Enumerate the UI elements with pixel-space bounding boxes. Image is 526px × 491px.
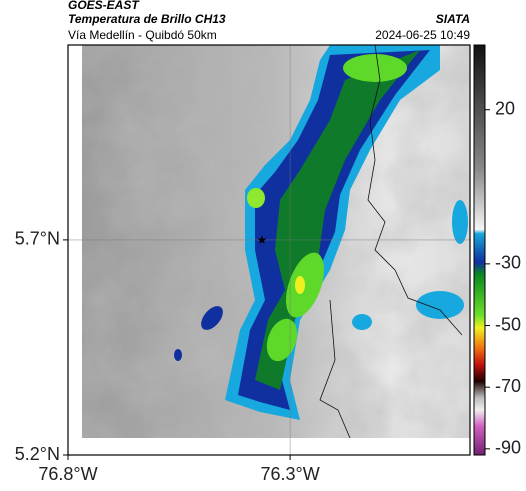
x-tick-label: 76.3°W [260,464,319,484]
subtitle: Temperatura de Brillo CH13 [68,12,226,26]
colorbar-tick-label: -70 [495,376,521,396]
colorbar-tick-label: -90 [495,438,521,458]
colorbar-tick-label: 20 [495,98,515,118]
region: Vía Medellín - Quibdó 50km [68,28,217,42]
colorbar [473,44,486,456]
satellite-image [82,45,470,438]
y-tick-label: 5.7°N [15,229,60,249]
source: SIATA [436,12,470,26]
y-tick-label: 5.2°N [15,444,60,464]
map-frame [67,44,471,456]
timestamp: 2024-06-25 10:49 [375,28,470,42]
x-tick-label: 76.8°W [38,464,97,484]
location-marker: ★ [257,233,268,247]
colorbar-tick-label: -50 [495,314,521,334]
colorbar-tick-label: -30 [495,253,521,273]
title: GOES-EAST [68,0,140,12]
